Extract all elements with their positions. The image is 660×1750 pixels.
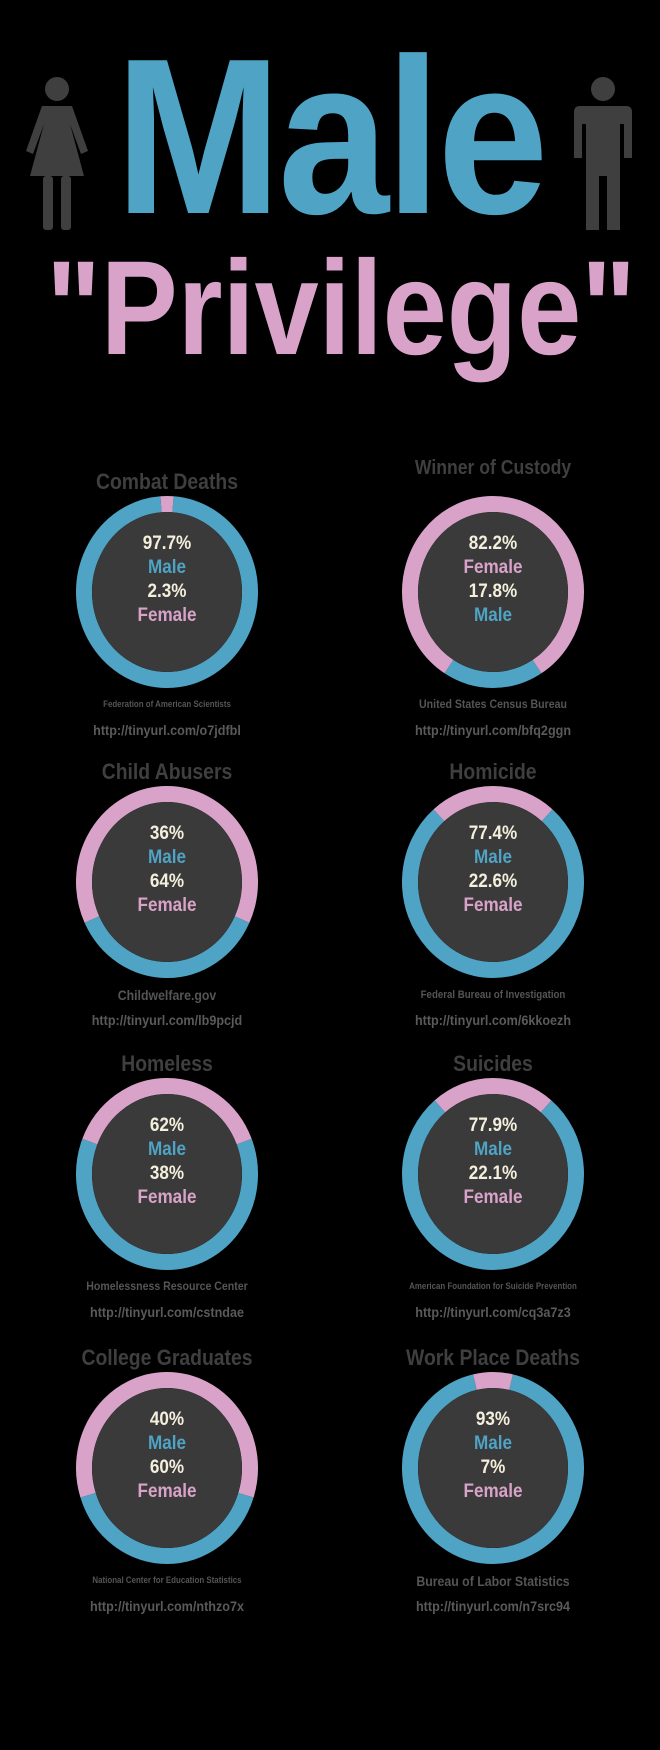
female-slice bbox=[402, 496, 584, 674]
donut-chart bbox=[402, 496, 584, 688]
category-label: Male bbox=[473, 1139, 513, 1160]
source-url[interactable]: http://tinyurl.com/lb9pcjd bbox=[91, 1012, 243, 1028]
source-label: Bureau of Labor Statistics bbox=[416, 1573, 570, 1589]
chart-title: Homeless bbox=[121, 1051, 213, 1076]
title-privilege: "Privilege" bbox=[46, 234, 636, 383]
percent-label: 97.7% bbox=[142, 533, 192, 554]
title-male: Male bbox=[115, 13, 548, 261]
percent-label: 93% bbox=[475, 1409, 511, 1430]
donut-chart bbox=[76, 786, 258, 978]
female-figure-icon bbox=[26, 77, 88, 230]
male-slice bbox=[402, 809, 584, 978]
category-label: Male bbox=[473, 1433, 513, 1454]
chart-title: College Graduates bbox=[81, 1345, 253, 1370]
percent-label: 64% bbox=[149, 871, 185, 892]
male-slice bbox=[402, 1374, 584, 1564]
source-label: Homelessness Resource Center bbox=[86, 1279, 248, 1293]
percent-label: 22.6% bbox=[468, 871, 518, 892]
female-slice bbox=[76, 786, 258, 923]
category-label: Female bbox=[137, 605, 197, 626]
male-slice bbox=[80, 1492, 254, 1564]
source-url[interactable]: http://tinyurl.com/cstndae bbox=[89, 1304, 245, 1320]
source-label: United States Census Bureau bbox=[419, 697, 567, 711]
donut-chart bbox=[76, 1372, 258, 1564]
male-slice bbox=[444, 659, 542, 688]
percent-label: 60% bbox=[149, 1457, 185, 1478]
category-label: Female bbox=[137, 1187, 197, 1208]
category-label: Female bbox=[463, 1481, 523, 1502]
category-label: Female bbox=[137, 1481, 197, 1502]
donut-center bbox=[418, 512, 568, 672]
donut-chart bbox=[402, 786, 584, 978]
percent-label: 2.3% bbox=[147, 581, 187, 602]
category-label: Male bbox=[147, 847, 187, 868]
category-label: Male bbox=[147, 557, 187, 578]
donut-center bbox=[92, 802, 242, 962]
chart-title: Winner of Custody bbox=[414, 457, 572, 479]
male-figure-icon bbox=[574, 77, 632, 230]
source-url[interactable]: http://tinyurl.com/nthzo7x bbox=[89, 1598, 244, 1614]
category-label: Male bbox=[473, 847, 513, 868]
source-label: Childwelfare.gov bbox=[117, 987, 217, 1003]
percent-label: 7% bbox=[480, 1457, 506, 1478]
chart-title: Homicide bbox=[449, 759, 537, 784]
source-label: Federal Bureau of Investigation bbox=[420, 989, 566, 1001]
donut-chart bbox=[402, 1078, 584, 1270]
source-url[interactable]: http://tinyurl.com/o7jdfbl bbox=[93, 722, 241, 738]
female-slice bbox=[473, 1372, 513, 1390]
donut-center bbox=[92, 512, 242, 672]
source-label: National Center for Education Statistics bbox=[92, 1575, 242, 1585]
category-label: Male bbox=[147, 1433, 187, 1454]
category-label: Female bbox=[463, 1187, 523, 1208]
donut-center bbox=[418, 1388, 568, 1548]
source-url[interactable]: http://tinyurl.com/n7src94 bbox=[415, 1598, 571, 1614]
female-slice bbox=[76, 1372, 258, 1498]
donut-chart bbox=[76, 1078, 258, 1270]
chart-title: Suicides bbox=[453, 1051, 533, 1076]
male-slice bbox=[84, 916, 250, 978]
category-label: Female bbox=[463, 557, 523, 578]
donut-center bbox=[92, 1094, 242, 1254]
percent-label: 82.2% bbox=[468, 533, 518, 554]
percent-label: 17.8% bbox=[468, 581, 518, 602]
female-slice bbox=[434, 1078, 552, 1113]
donut-center bbox=[418, 1094, 568, 1254]
category-label: Male bbox=[473, 605, 513, 626]
source-url[interactable]: http://tinyurl.com/cq3a7z3 bbox=[415, 1304, 571, 1320]
category-label: Male bbox=[147, 1139, 187, 1160]
percent-label: 38% bbox=[149, 1163, 185, 1184]
male-slice bbox=[76, 1138, 258, 1270]
percent-label: 36% bbox=[149, 823, 185, 844]
donut-center bbox=[418, 802, 568, 962]
chart-title: Combat Deaths bbox=[95, 469, 238, 494]
percent-label: 62% bbox=[149, 1115, 185, 1136]
category-label: Female bbox=[463, 895, 523, 916]
donut-center bbox=[92, 1388, 242, 1548]
male-slice bbox=[76, 496, 258, 688]
donut-chart bbox=[402, 1372, 584, 1564]
male-slice bbox=[402, 1100, 584, 1270]
chart-title: Child Abusers bbox=[101, 759, 233, 784]
female-slice bbox=[433, 786, 553, 822]
source-url[interactable]: http://tinyurl.com/6kkoezh bbox=[414, 1012, 572, 1028]
female-slice bbox=[82, 1078, 252, 1145]
percent-label: 77.9% bbox=[468, 1115, 518, 1136]
donut-chart bbox=[76, 496, 258, 688]
chart-title: Work Place Deaths bbox=[406, 1345, 580, 1370]
percent-label: 22.1% bbox=[468, 1163, 518, 1184]
category-label: Female bbox=[137, 895, 197, 916]
percent-label: 77.4% bbox=[468, 823, 518, 844]
source-label: Federation of American Scientists bbox=[103, 699, 231, 709]
source-url[interactable]: http://tinyurl.com/bfq2ggn bbox=[414, 722, 572, 738]
percent-label: 40% bbox=[149, 1409, 185, 1430]
source-label: American Foundation for Suicide Preventi… bbox=[409, 1281, 577, 1291]
